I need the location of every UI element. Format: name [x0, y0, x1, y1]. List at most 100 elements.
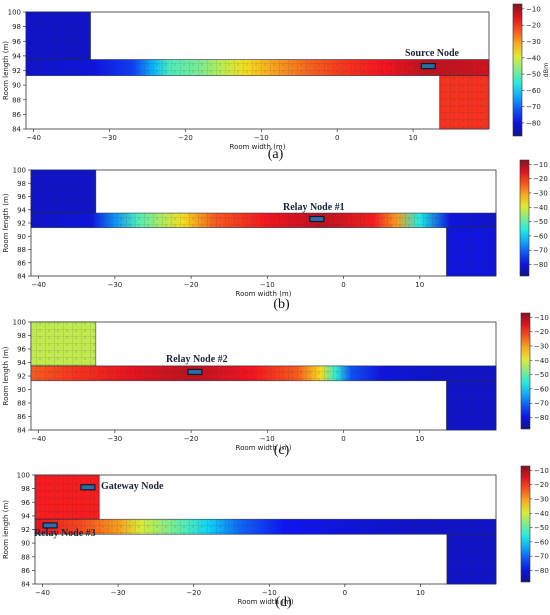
colorbar	[520, 465, 531, 583]
x-tick-label: −10	[262, 589, 277, 597]
colorbar-tick-label: −80	[534, 414, 549, 422]
region-top-left-room-walls	[31, 322, 96, 366]
node-label: Gateway Node	[101, 481, 164, 492]
y-tick-label: 92	[17, 373, 26, 381]
y-tick-label: 96	[17, 346, 26, 354]
x-tick-label: −40	[31, 435, 46, 443]
x-tick-label: 0	[335, 134, 339, 142]
colorbar-tick-label: −80	[526, 119, 541, 127]
node-label: Relay Node #2	[166, 354, 228, 365]
y-tick-label: 94	[21, 512, 30, 520]
x-axis-label: Room width (m)	[236, 290, 292, 298]
y-tick-label: 92	[17, 220, 26, 228]
colorbar-tick-label: −30	[534, 495, 549, 503]
colorbar-tick-label: −30	[534, 342, 549, 350]
colorbar-tick-label: −10	[526, 5, 541, 13]
x-tick-label: −10	[260, 281, 275, 289]
colorbar-tick-label: −10	[533, 161, 548, 169]
y-tick-label: 100	[13, 167, 26, 175]
y-tick-label: 96	[12, 38, 21, 46]
x-tick-label: −10	[260, 435, 275, 443]
y-tick-label: 94	[17, 206, 26, 214]
colorbar-tick-label: −20	[534, 328, 549, 336]
x-tick-label: −20	[184, 435, 199, 443]
x-tick-label: −30	[107, 435, 122, 443]
y-tick-label: 90	[21, 540, 30, 548]
y-tick-label: 100	[17, 472, 30, 480]
x-tick-label: 0	[343, 589, 347, 597]
panel-caption: (a)	[268, 147, 284, 162]
region-bottom-right-room-walls	[446, 534, 496, 584]
colorbar-tick-label: −50	[534, 371, 549, 379]
colorbar-tick-label: −10	[534, 314, 549, 322]
region-corridor-walls	[26, 59, 489, 76]
colorbar-tick-label: −20	[533, 175, 548, 183]
colorbar-tick-label: −70	[533, 247, 548, 255]
colorbar-tick-label: −70	[526, 103, 541, 111]
colorbar-tick-label: −40	[534, 510, 549, 518]
x-tick-label: 0	[341, 435, 345, 443]
y-tick-label: 84	[12, 126, 21, 134]
x-tick-label: −40	[26, 134, 41, 142]
region-corridor-walls	[35, 519, 496, 535]
y-tick-label: 90	[12, 82, 21, 90]
colorbar-tick-label: −60	[526, 87, 541, 95]
y-tick-label: 96	[21, 499, 30, 507]
colorbar	[520, 312, 531, 430]
y-tick-label: 86	[21, 567, 30, 575]
y-tick-label: 94	[17, 359, 26, 367]
colorbar-tick-label: −80	[534, 567, 549, 575]
panel-3: −40 −30 −20 −10 0 10 84 86 88 90 92 94 96 98 100 Room w…	[2, 312, 549, 458]
y-axis-label: Room length (m)	[2, 346, 10, 405]
x-axis-label: Room width (m)	[230, 143, 286, 151]
colorbar-tick-label: −60	[534, 538, 549, 546]
colorbar-tick-label: −20	[526, 22, 541, 30]
x-tick-label: −40	[35, 589, 50, 597]
y-tick-label: 94	[12, 52, 21, 60]
node-label: Relay Node #3	[34, 528, 96, 539]
colorbar-tick-label: −20	[534, 481, 549, 489]
x-tick-label: −30	[107, 281, 122, 289]
y-tick-label: 100	[8, 9, 21, 17]
region-bottom-right-room-walls	[446, 380, 496, 430]
colorbar-tick-label: −60	[534, 385, 549, 393]
region-top-left-room-walls	[35, 475, 100, 520]
node-marker	[309, 215, 325, 223]
colorbar-tick-label: −60	[533, 232, 548, 240]
colorbar-tick-label: −70	[534, 400, 549, 408]
node-label: Relay Node #1	[283, 202, 345, 213]
y-axis-label: Room length (m)	[2, 41, 10, 100]
node-label: Source Node	[405, 48, 460, 59]
colorbar-tick-label: −50	[534, 524, 549, 532]
x-tick-label: 10	[416, 589, 425, 597]
node-marker	[420, 63, 436, 70]
y-tick-label: 84	[17, 273, 26, 281]
node-marker	[80, 484, 96, 491]
y-tick-label: 98	[12, 23, 21, 31]
panel-caption: (d)	[275, 595, 292, 610]
x-tick-label: −30	[102, 134, 117, 142]
panel-4: −40 −30 −20 −10 0 10 84 86 88 90 92 94 96 98 100 Room w…	[2, 465, 549, 610]
y-tick-label: 88	[12, 96, 21, 104]
x-tick-label: −30	[111, 589, 126, 597]
colorbar-tick-label: −30	[533, 189, 548, 197]
y-axis-label: Room length (m)	[2, 500, 10, 559]
y-tick-label: 86	[17, 259, 26, 267]
colorbar-tick-label: −50	[533, 218, 548, 226]
x-tick-label: −20	[184, 281, 199, 289]
y-tick-label: 92	[12, 67, 21, 75]
x-tick-label: −40	[31, 281, 46, 289]
node-marker	[42, 522, 58, 529]
y-tick-label: 90	[17, 233, 26, 241]
colorbar-tick-label: −80	[533, 261, 548, 269]
panel-caption: (b)	[273, 297, 290, 312]
y-tick-label: 92	[21, 526, 30, 534]
colorbar-tick-label: −50	[526, 71, 541, 79]
y-tick-label: 88	[17, 246, 26, 254]
y-tick-label: 88	[17, 400, 26, 408]
region-corridor-walls	[31, 213, 496, 228]
colorbar-tick-label: −40	[534, 357, 549, 365]
y-tick-label: 98	[17, 180, 26, 188]
x-tick-label: 10	[415, 281, 424, 289]
